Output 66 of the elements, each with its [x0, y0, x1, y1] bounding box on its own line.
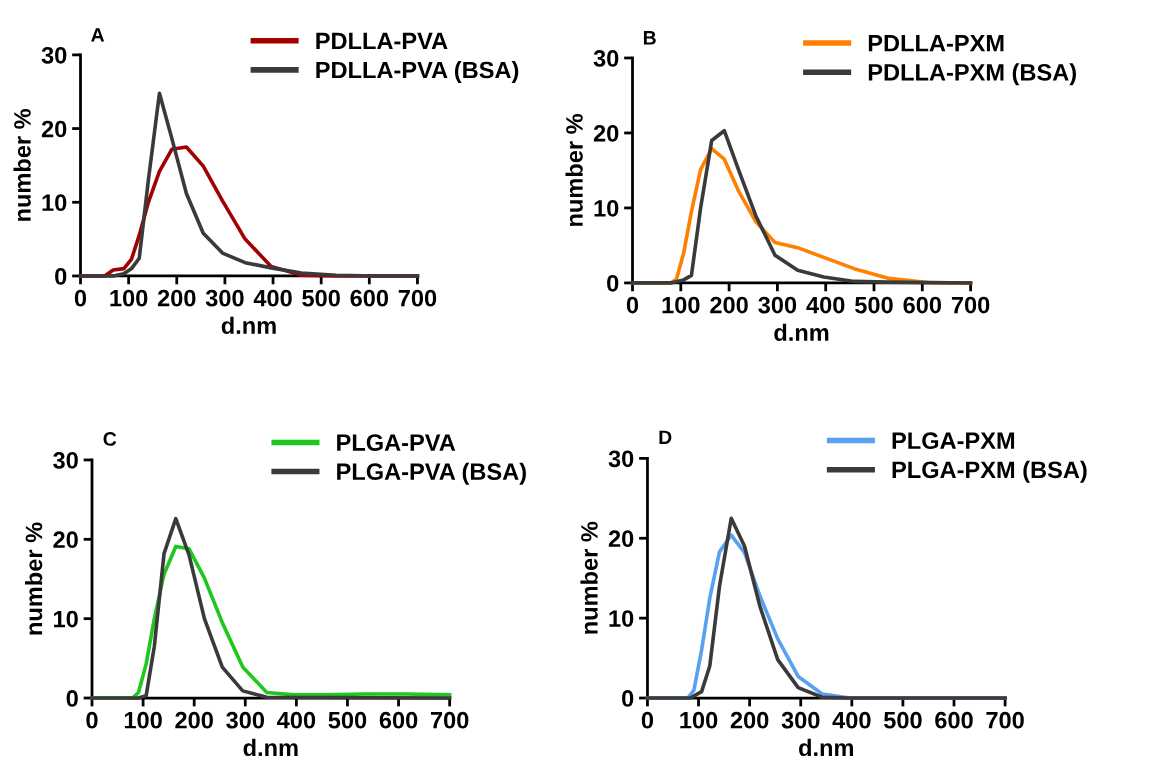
- legend-label: PDLLA-PXM: [868, 35, 1004, 52]
- x-axis-title: d.nm: [799, 738, 854, 757]
- legend-label: PDLLA-PVA: [316, 32, 448, 50]
- y-axis-title: number %: [565, 114, 583, 226]
- chart-title: C: [103, 432, 117, 446]
- x-tick-label: 200: [730, 711, 769, 729]
- x-axis-title: d.nm: [221, 316, 276, 335]
- x-tick-label: 0: [86, 711, 98, 729]
- y-tick-label: 20: [41, 120, 67, 138]
- y-tick-label: 0: [607, 274, 619, 292]
- x-tick-label: 600: [935, 711, 973, 729]
- x-tick-label: 100: [680, 711, 718, 729]
- legend-label: PLGA-PVA (BSA): [337, 462, 526, 485]
- y-axis-title: number %: [580, 521, 598, 634]
- x-tick-label: 100: [124, 711, 162, 729]
- x-axis-title: d.nm: [243, 738, 298, 757]
- x-tick-label: 300: [226, 711, 265, 729]
- y-axis-title: number %: [13, 108, 31, 221]
- legend-label: PDLLA-PVA (BSA): [316, 61, 519, 84]
- x-tick-label: 100: [110, 289, 148, 307]
- x-tick-label: 400: [253, 289, 292, 307]
- y-tick-label: 30: [608, 450, 634, 468]
- x-tick-label: 700: [951, 296, 990, 314]
- chart-title: A: [91, 28, 105, 42]
- y-axis-title: number %: [24, 522, 43, 635]
- y-tick-label: 30: [41, 46, 67, 64]
- x-tick-label: 500: [328, 711, 367, 729]
- y-tick-label: 10: [594, 200, 619, 217]
- x-axis-title: d.nm: [774, 323, 829, 342]
- x-tick-label: 600: [350, 289, 389, 307]
- y-tick-label: 10: [54, 610, 78, 628]
- y-tick-label: 10: [609, 610, 634, 627]
- y-tick-label: 0: [66, 690, 78, 707]
- chart-title: D: [659, 430, 672, 445]
- x-tick-label: 300: [781, 711, 820, 729]
- legend-label: PDLLA-PXM (BSA): [868, 63, 1076, 86]
- x-tick-label: 200: [710, 296, 748, 314]
- x-tick-label: 700: [398, 289, 437, 307]
- y-tick-label: 30: [593, 50, 619, 67]
- y-tick-label: 20: [608, 530, 634, 548]
- y-tick-label: 0: [622, 690, 634, 707]
- y-tick-label: 0: [55, 268, 67, 285]
- x-tick-label: 300: [758, 296, 797, 314]
- x-tick-label: 500: [855, 296, 893, 314]
- chart-title: B: [643, 31, 656, 45]
- x-tick-label: 700: [430, 711, 469, 729]
- x-tick-label: 400: [806, 296, 845, 314]
- x-tick-label: 100: [662, 296, 700, 314]
- x-tick-label: 500: [883, 711, 922, 729]
- x-tick-label: 0: [641, 711, 654, 729]
- y-tick-label: 20: [53, 531, 78, 549]
- x-tick-label: 500: [302, 289, 340, 307]
- legend-label: PLGA-PXM (BSA): [892, 460, 1087, 483]
- y-tick-label: 20: [593, 125, 619, 142]
- legend-label: PLGA-PVA: [337, 434, 456, 451]
- legend-label: PLGA-PXM: [892, 432, 1015, 450]
- x-tick-label: 400: [832, 711, 871, 729]
- x-tick-label: 400: [277, 711, 316, 729]
- x-tick-label: 600: [903, 296, 942, 314]
- y-tick-label: 10: [42, 194, 67, 212]
- x-tick-label: 700: [986, 711, 1024, 729]
- x-tick-label: 200: [175, 711, 213, 729]
- y-tick-label: 30: [53, 452, 78, 469]
- x-tick-label: 300: [205, 289, 244, 307]
- x-tick-label: 200: [157, 289, 196, 307]
- x-tick-label: 600: [379, 711, 418, 729]
